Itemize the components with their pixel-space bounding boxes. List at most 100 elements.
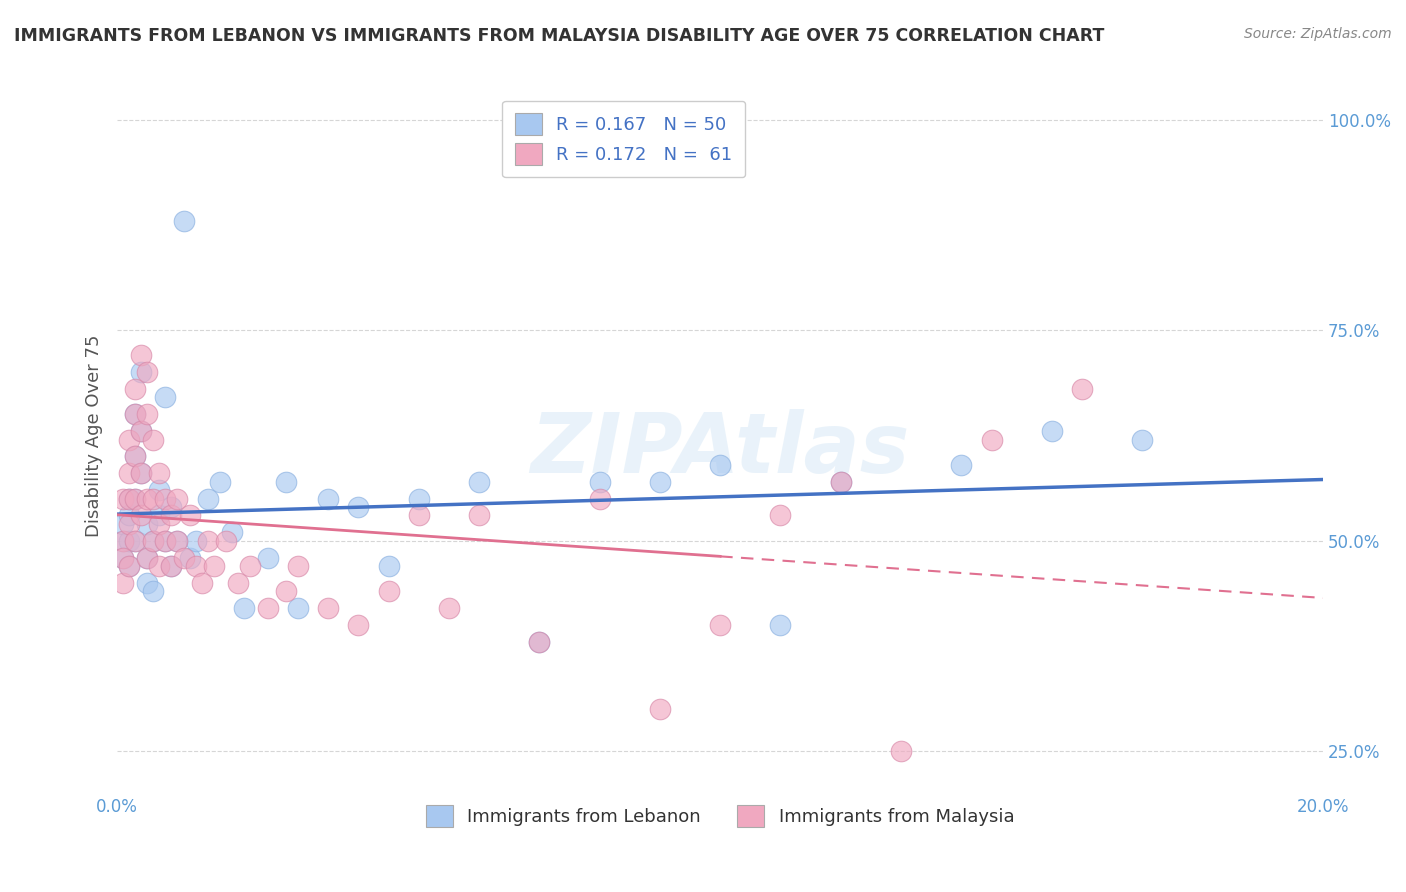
Point — [124, 533, 146, 548]
Point — [166, 533, 188, 548]
Point — [437, 601, 460, 615]
Point — [112, 516, 135, 531]
Point — [131, 365, 153, 379]
Point — [408, 508, 430, 523]
Point — [136, 408, 159, 422]
Point — [287, 558, 309, 573]
Point — [136, 575, 159, 590]
Point — [160, 508, 183, 523]
Point — [769, 618, 792, 632]
Point — [148, 483, 170, 497]
Point — [890, 744, 912, 758]
Point — [1040, 424, 1063, 438]
Point — [155, 391, 177, 405]
Point — [136, 550, 159, 565]
Point — [287, 601, 309, 615]
Point — [202, 558, 225, 573]
Point — [648, 702, 671, 716]
Point — [118, 491, 141, 506]
Point — [709, 618, 731, 632]
Point — [118, 533, 141, 548]
Point — [232, 601, 254, 615]
Point — [118, 467, 141, 481]
Point — [197, 533, 219, 548]
Point — [648, 475, 671, 489]
Point — [131, 467, 153, 481]
Point — [208, 475, 231, 489]
Point — [118, 558, 141, 573]
Point — [160, 558, 183, 573]
Point — [142, 533, 165, 548]
Point — [588, 491, 610, 506]
Point — [950, 458, 973, 472]
Point — [377, 558, 399, 573]
Point — [112, 575, 135, 590]
Point — [124, 408, 146, 422]
Point — [112, 550, 135, 565]
Point — [131, 424, 153, 438]
Point — [190, 575, 212, 590]
Point — [112, 491, 135, 506]
Point — [166, 491, 188, 506]
Point — [980, 433, 1002, 447]
Point — [112, 550, 135, 565]
Point — [529, 634, 551, 648]
Point — [112, 533, 135, 548]
Point — [184, 533, 207, 548]
Point — [166, 533, 188, 548]
Point — [131, 348, 153, 362]
Point — [257, 601, 280, 615]
Point — [118, 433, 141, 447]
Point — [1130, 433, 1153, 447]
Point — [118, 508, 141, 523]
Point — [274, 475, 297, 489]
Point — [142, 533, 165, 548]
Point — [155, 491, 177, 506]
Point — [316, 601, 339, 615]
Point — [239, 558, 262, 573]
Point — [468, 508, 491, 523]
Point — [588, 475, 610, 489]
Point — [197, 491, 219, 506]
Point — [160, 558, 183, 573]
Point — [148, 558, 170, 573]
Point — [226, 575, 249, 590]
Point — [347, 618, 370, 632]
Point — [215, 533, 238, 548]
Legend: Immigrants from Lebanon, Immigrants from Malaysia: Immigrants from Lebanon, Immigrants from… — [419, 798, 1022, 834]
Point — [257, 550, 280, 565]
Point — [173, 213, 195, 227]
Point — [136, 550, 159, 565]
Point — [142, 584, 165, 599]
Point — [118, 516, 141, 531]
Point — [377, 584, 399, 599]
Point — [769, 508, 792, 523]
Point — [1071, 382, 1094, 396]
Point — [136, 491, 159, 506]
Point — [148, 467, 170, 481]
Text: Source: ZipAtlas.com: Source: ZipAtlas.com — [1244, 27, 1392, 41]
Point — [830, 475, 852, 489]
Text: ZIPAtlas: ZIPAtlas — [530, 409, 910, 491]
Point — [179, 508, 201, 523]
Point — [347, 500, 370, 514]
Point — [112, 533, 135, 548]
Point — [148, 516, 170, 531]
Point — [124, 491, 146, 506]
Point — [529, 634, 551, 648]
Point — [468, 475, 491, 489]
Point — [131, 508, 153, 523]
Text: IMMIGRANTS FROM LEBANON VS IMMIGRANTS FROM MALAYSIA DISABILITY AGE OVER 75 CORRE: IMMIGRANTS FROM LEBANON VS IMMIGRANTS FR… — [14, 27, 1105, 45]
Point — [124, 450, 146, 464]
Point — [408, 491, 430, 506]
Point — [155, 533, 177, 548]
Point — [142, 433, 165, 447]
Point — [316, 491, 339, 506]
Point — [179, 550, 201, 565]
Point — [131, 424, 153, 438]
Point — [124, 533, 146, 548]
Point — [274, 584, 297, 599]
Point — [118, 491, 141, 506]
Point — [148, 508, 170, 523]
Point — [155, 533, 177, 548]
